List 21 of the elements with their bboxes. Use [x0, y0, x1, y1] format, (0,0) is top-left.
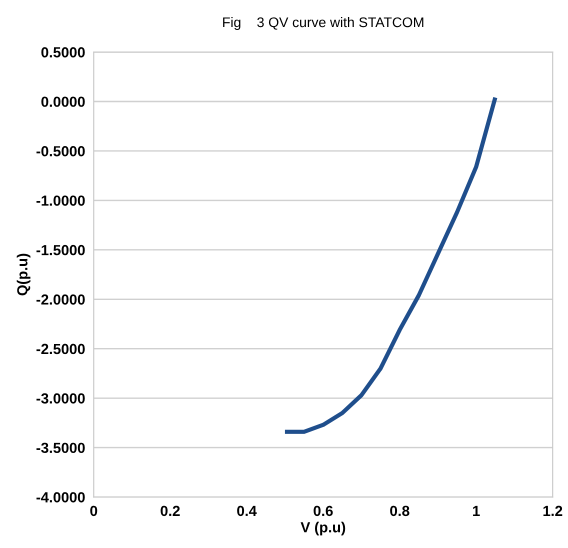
y-tick-label: 0.0000 [41, 96, 85, 107]
x-tick-label: 0.4 [237, 506, 257, 516]
x-axis-title: V (p.u) [300, 522, 346, 536]
y-tick-label: -0.5000 [36, 146, 85, 156]
x-tick-label: 0 [90, 506, 98, 516]
x-tick-label: 0.6 [314, 506, 333, 516]
chart-title: Fig 3 QV curve with STATCOM [223, 16, 424, 30]
x-tick-label: 0.8 [390, 506, 410, 516]
x-tick-label: 1.2 [543, 506, 562, 516]
x-tick-label: 1 [473, 506, 480, 516]
y-tick-label: -3.5000 [36, 442, 85, 454]
y-tick-label: -1.5000 [36, 244, 85, 256]
y-axis-title: Q(p.u) [16, 254, 30, 296]
y-tick-label: -4.0000 [36, 492, 85, 502]
y-tick-label: 0.5000 [41, 47, 85, 58]
x-tick-label: 0.2 [160, 506, 180, 516]
y-tick-label: -2.0000 [36, 294, 85, 305]
line-series [282, 95, 498, 434]
y-tick-label: -2.5000 [36, 344, 85, 354]
y-tick-label: -3.0000 [36, 393, 85, 404]
y-tick-label: -1.0000 [36, 195, 85, 206]
